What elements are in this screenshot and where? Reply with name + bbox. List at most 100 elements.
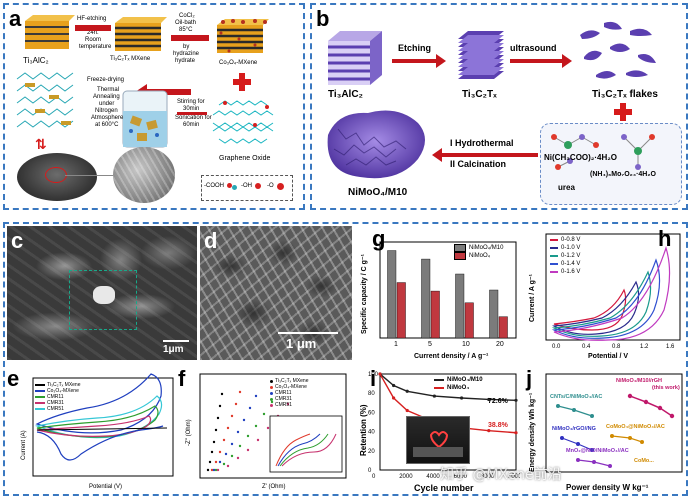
panel-a-frame (3, 3, 305, 210)
h-ylabel: Current / A g⁻¹ (529, 273, 536, 322)
i-ytick-2: 40 (368, 430, 375, 436)
b-flakes-label: Ti₃C₂Tₓ flakes (592, 89, 658, 100)
ni-salt-label: Ni(CH₃COO)₂·4H₂O (544, 153, 618, 162)
g-xtick-10: 10 (462, 341, 470, 348)
h-xlabel: Potential / V (588, 353, 628, 360)
h-xtick-4: 1.6 (666, 344, 675, 350)
i-xtick-3: 6000 (454, 474, 468, 480)
f-legend-4: CMR31 (275, 396, 292, 402)
panel-j: j Energy density Wh kg⁻¹ Power density W… (522, 366, 686, 494)
sem-c-particle (93, 286, 115, 304)
led-heart-icon (413, 431, 463, 457)
legend-o: -O (267, 183, 274, 189)
hydro-arrow (442, 153, 538, 157)
b-ti3c2tx-stack (458, 31, 504, 79)
f-legend-3: CMR11 (275, 390, 292, 396)
mxene-label: Ti₃C₂Tₓ MXene (110, 56, 151, 62)
h-xtick-1: 0.4 (582, 344, 591, 350)
g-legend-2: NiMoO₄ (469, 253, 491, 259)
legend-oh: -OH (241, 183, 252, 189)
sem-inset-round (113, 147, 175, 203)
f-xlabel: Z' (Ohm) (262, 484, 285, 490)
b-product (327, 110, 425, 179)
i-xlabel: Cycle number (414, 483, 474, 493)
freeze-5: Nitrogen (95, 108, 118, 114)
g-legend: NiMoO₄/M10 NiMoO₄ (454, 244, 503, 260)
freeze-6: Atmosphere (91, 115, 124, 121)
hydro-arrow-head (432, 148, 442, 162)
etching-arrow (392, 59, 436, 63)
h-legend-3: 0-1.2 V (561, 253, 581, 259)
panel-bottom-frame (3, 222, 688, 496)
arrow-up-down: ⇅ (35, 137, 47, 153)
panel-label-h: h (658, 226, 672, 251)
i-point-0-3 (432, 394, 436, 398)
o-icon (277, 183, 284, 190)
ti3alc2-structure (25, 15, 75, 49)
h-xtick-3: 1.2 (640, 344, 649, 350)
oh-icon (255, 183, 261, 189)
ti3alc2-label: Ti₃AlC₂ (23, 56, 49, 65)
i-ytick-5: 100 (368, 372, 379, 378)
panel-label-a: a (9, 6, 22, 31)
co-step-5: by (183, 44, 190, 50)
e-legend: Ti₃C₂Tₓ MXene Co₃O₄-MXene CMR11 CMR31 CM… (35, 382, 81, 412)
i-point-1-5 (487, 429, 491, 433)
freeze-7: at 600°C (95, 122, 119, 128)
h-legend: 0-0.8 V 0-1.0 V 0-1.2 V 0-1.4 V 0-1.6 V (550, 236, 580, 276)
arrow-stir (177, 112, 207, 115)
i-point-0-4 (460, 396, 464, 400)
i-ytick-1: 20 (368, 449, 375, 455)
scale-bar-c (163, 340, 189, 342)
i-point-1-6 (514, 431, 518, 435)
j-xlabel: Power density W kg⁻¹ (566, 483, 649, 492)
e-legend-5: CMR51 (47, 406, 64, 412)
calcination-label: II Calcination (450, 159, 507, 169)
stir-1: Stirring for (177, 99, 205, 105)
plus-sign-a (233, 73, 251, 91)
etching-arrow-head (436, 54, 446, 68)
arrow-left-a (145, 89, 191, 95)
g-ylabel: Specific capacity / C g⁻¹ (361, 253, 368, 334)
h-legend-5: 0-1.6 V (561, 269, 581, 275)
cv-chart-h: 0.0 0.4 0.8 1.2 1.6 Current / A g⁻¹ Pote… (529, 233, 681, 360)
e-ylabel: Current (A) (21, 430, 27, 460)
panel-label-g: g (372, 226, 386, 251)
i-annot-2: 38.8% (488, 422, 508, 429)
watermark: 知乎 @MXene前沿 (440, 467, 562, 483)
panel-label-f: f (178, 366, 186, 391)
freeze-1: Freeze-drying (87, 77, 125, 83)
functional-group-legend (201, 175, 293, 201)
bar-nimoo4-1 (396, 282, 406, 339)
bar-nimoo4-10 (464, 302, 474, 339)
hydrothermal-label: I Hydrothermal (450, 138, 514, 148)
h-xtick-2: 0.8 (612, 344, 621, 350)
f-legend: Ti₃C₂Tₓ MXene Co₃O₄-MXene CMR11 CMR31 CM… (270, 378, 309, 408)
molecule-icons (551, 134, 655, 170)
hf-step-1: HF-etching (77, 16, 107, 22)
i-inset-photo (406, 416, 470, 464)
co-step-7: hydrate (175, 58, 196, 64)
i-point-1-2 (405, 408, 409, 413)
sem-c-highlight-box (69, 270, 137, 330)
graphene-oxide-sheet (212, 100, 274, 144)
co-step-1: CoCl₂ (179, 13, 195, 19)
bar-nimoo4-5 (430, 290, 440, 339)
i-ytick-4: 80 (368, 391, 375, 397)
bar-chart-g: Specific capacity / C g⁻¹ Current densit… (361, 241, 517, 360)
cooh-icon (227, 181, 237, 191)
i-point-1-0 (378, 372, 382, 376)
panel-label-b: b (316, 6, 330, 31)
stir-2: 30min (183, 106, 200, 112)
j-label-1: NiMoO₄/M10//rGH (616, 378, 663, 384)
g-xtick-20: 20 (496, 341, 504, 348)
g-xlabel: Current density / A g⁻¹ (414, 353, 489, 360)
hf-step-3: Room (85, 37, 102, 43)
beaker (122, 90, 168, 148)
freeze-2: Thermal (97, 87, 120, 93)
panel-a: a Ti₃AlC₂ HF-etching 24h. Room temperatu… (5, 5, 303, 208)
i-xtick-2: 4000 (426, 474, 440, 480)
g-legend-swatch-2 (454, 252, 466, 260)
h-legend-1: 0-0.8 V (561, 237, 581, 243)
urea-label: urea (558, 183, 575, 192)
